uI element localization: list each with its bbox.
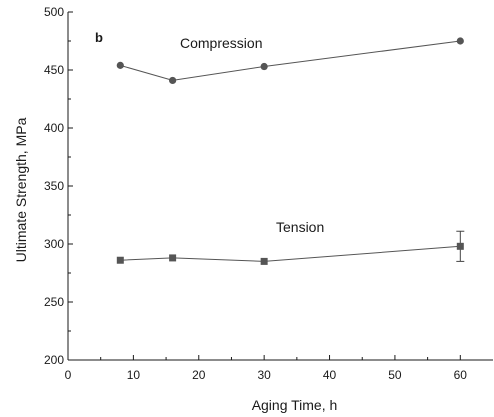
y-tick-label: 300 [44,237,64,251]
series-line-compression [120,40,461,81]
x-tick-label: 60 [454,368,468,382]
data-point [456,37,464,45]
x-tick-label: 40 [323,368,337,382]
series-label-tension: Tension [276,219,324,235]
x-tick-label: 50 [388,368,402,382]
data-point [169,76,177,85]
x-tick-label: 0 [65,368,72,382]
y-tick-label: 200 [44,353,64,367]
y-tick-label: 250 [44,295,64,309]
data-point [260,257,268,265]
data-point [260,62,268,71]
x-axis-title: Aging Time, h [252,397,338,413]
series-layer [116,37,465,265]
data-point [169,254,177,262]
panel-label: b [95,30,103,45]
data-point [116,61,124,69]
series-label-compression: Compression [180,35,262,51]
y-tick-label: 400 [44,121,64,135]
y-tick-label: 500 [44,5,64,19]
x-tick-label: 30 [257,368,271,382]
series-line-tension [120,245,461,262]
series-tension [116,230,465,265]
data-point [116,256,124,264]
y-tick-label: 450 [44,63,64,77]
ticks-layer: 200 250 300 350 400 450 500 0 10 20 30 40 50 60 [44,5,467,382]
x-tick-label: 10 [127,368,141,382]
x-tick-label: 20 [192,368,206,382]
y-axis-title: Ultimate Strength, MPa [13,117,29,262]
y-tick-label: 350 [44,179,64,193]
series-compression [116,37,464,85]
text-layer: b Aging Time, h Ultimate Strength, MPa C… [13,30,337,413]
data-point [456,242,464,250]
